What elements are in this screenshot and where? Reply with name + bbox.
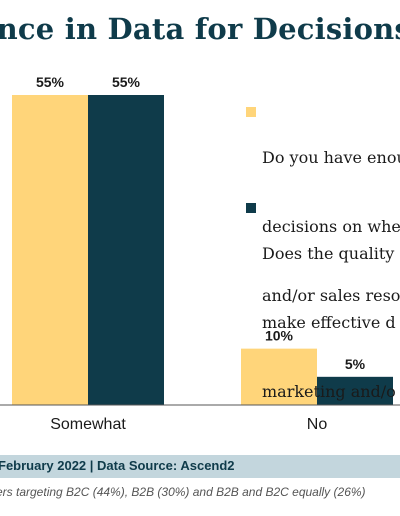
legend-swatch-2: [246, 203, 256, 213]
legend-line: Does the quality: [262, 244, 395, 263]
legend-text-1: Do you have enou decisions on whe and/or…: [262, 100, 400, 353]
chart-title: ence in Data for Decisions: [0, 12, 400, 46]
source-bar: February 2022 | Data Source: Ascend2: [0, 455, 400, 478]
legend-line: decisions on whe: [262, 217, 400, 236]
bar: [241, 348, 317, 405]
data-label: 10%: [265, 328, 294, 344]
legend-line: make effective d: [262, 313, 396, 332]
category-label: Somewhat: [50, 416, 126, 433]
bar: [12, 95, 88, 405]
legend-line: and/or sales reso: [262, 286, 400, 305]
source-text: February 2022 | Data Source: Ascend2: [0, 458, 235, 473]
bar: [88, 95, 164, 405]
legend-text-2: Does the quality make effective d market…: [262, 196, 396, 449]
category-label: No: [307, 416, 328, 433]
legend-line: Do you have enou: [262, 148, 400, 167]
bar-chart: 55% 55% Somewhat 10% 5% No: [0, 74, 400, 433]
data-label: 55%: [112, 74, 141, 90]
footnote: ers targeting B2C (44%), B2B (30%) and B…: [0, 485, 366, 499]
data-label: 55%: [36, 74, 65, 90]
legend-swatch-1: [246, 107, 256, 117]
legend-line: marketing and/o: [262, 382, 396, 401]
title-band: ence in Data for Decisions: [0, 0, 400, 66]
data-label: 5%: [345, 356, 366, 372]
bar: [317, 376, 393, 405]
